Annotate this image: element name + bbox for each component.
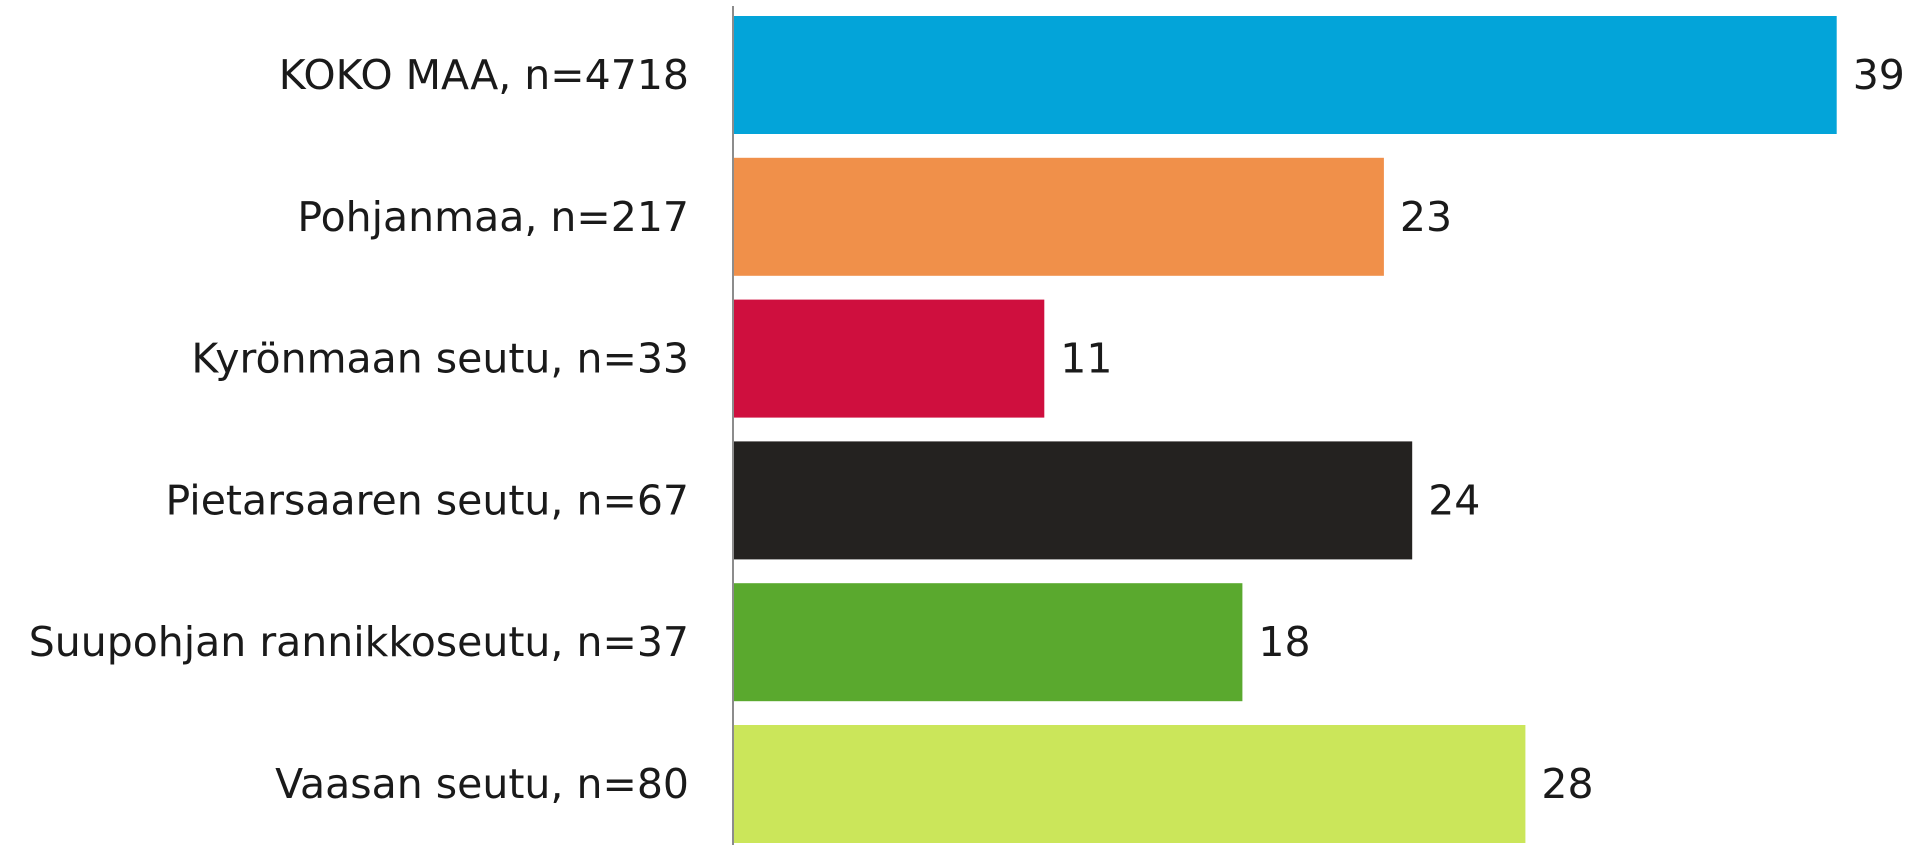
- value-label-0: 39: [1853, 51, 1905, 99]
- bar-3: [733, 441, 1413, 560]
- value-label-2: 11: [1060, 335, 1112, 383]
- bar-2: [733, 299, 1045, 418]
- category-label-0: KOKO MAA, n=4718: [279, 51, 689, 99]
- value-label-4: 18: [1258, 618, 1310, 666]
- bar-4: [733, 583, 1243, 702]
- bars-group: [733, 16, 1837, 843]
- category-labels-group: KOKO MAA, n=4718 Pohjanmaa, n=217 Kyrönmaa…: [29, 51, 689, 808]
- bar-5: [733, 725, 1526, 843]
- category-label-1: Pohjanmaa, n=217: [297, 193, 689, 241]
- value-label-1: 23: [1400, 193, 1452, 241]
- category-label-3: Pietarsaaren seutu, n=67: [165, 476, 689, 524]
- value-labels-group: 39 23 11 24 18 28: [1060, 51, 1905, 808]
- category-label-2: Kyrönmaan seutu, n=33: [191, 335, 689, 383]
- bar-1: [733, 157, 1384, 276]
- category-label-4: Suupohjan rannikkoseutu, n=37: [29, 618, 689, 666]
- value-label-5: 28: [1541, 760, 1593, 808]
- value-label-3: 24: [1428, 476, 1480, 524]
- category-label-5: Vaasan seutu, n=80: [275, 760, 689, 808]
- bar-0: [733, 16, 1837, 134]
